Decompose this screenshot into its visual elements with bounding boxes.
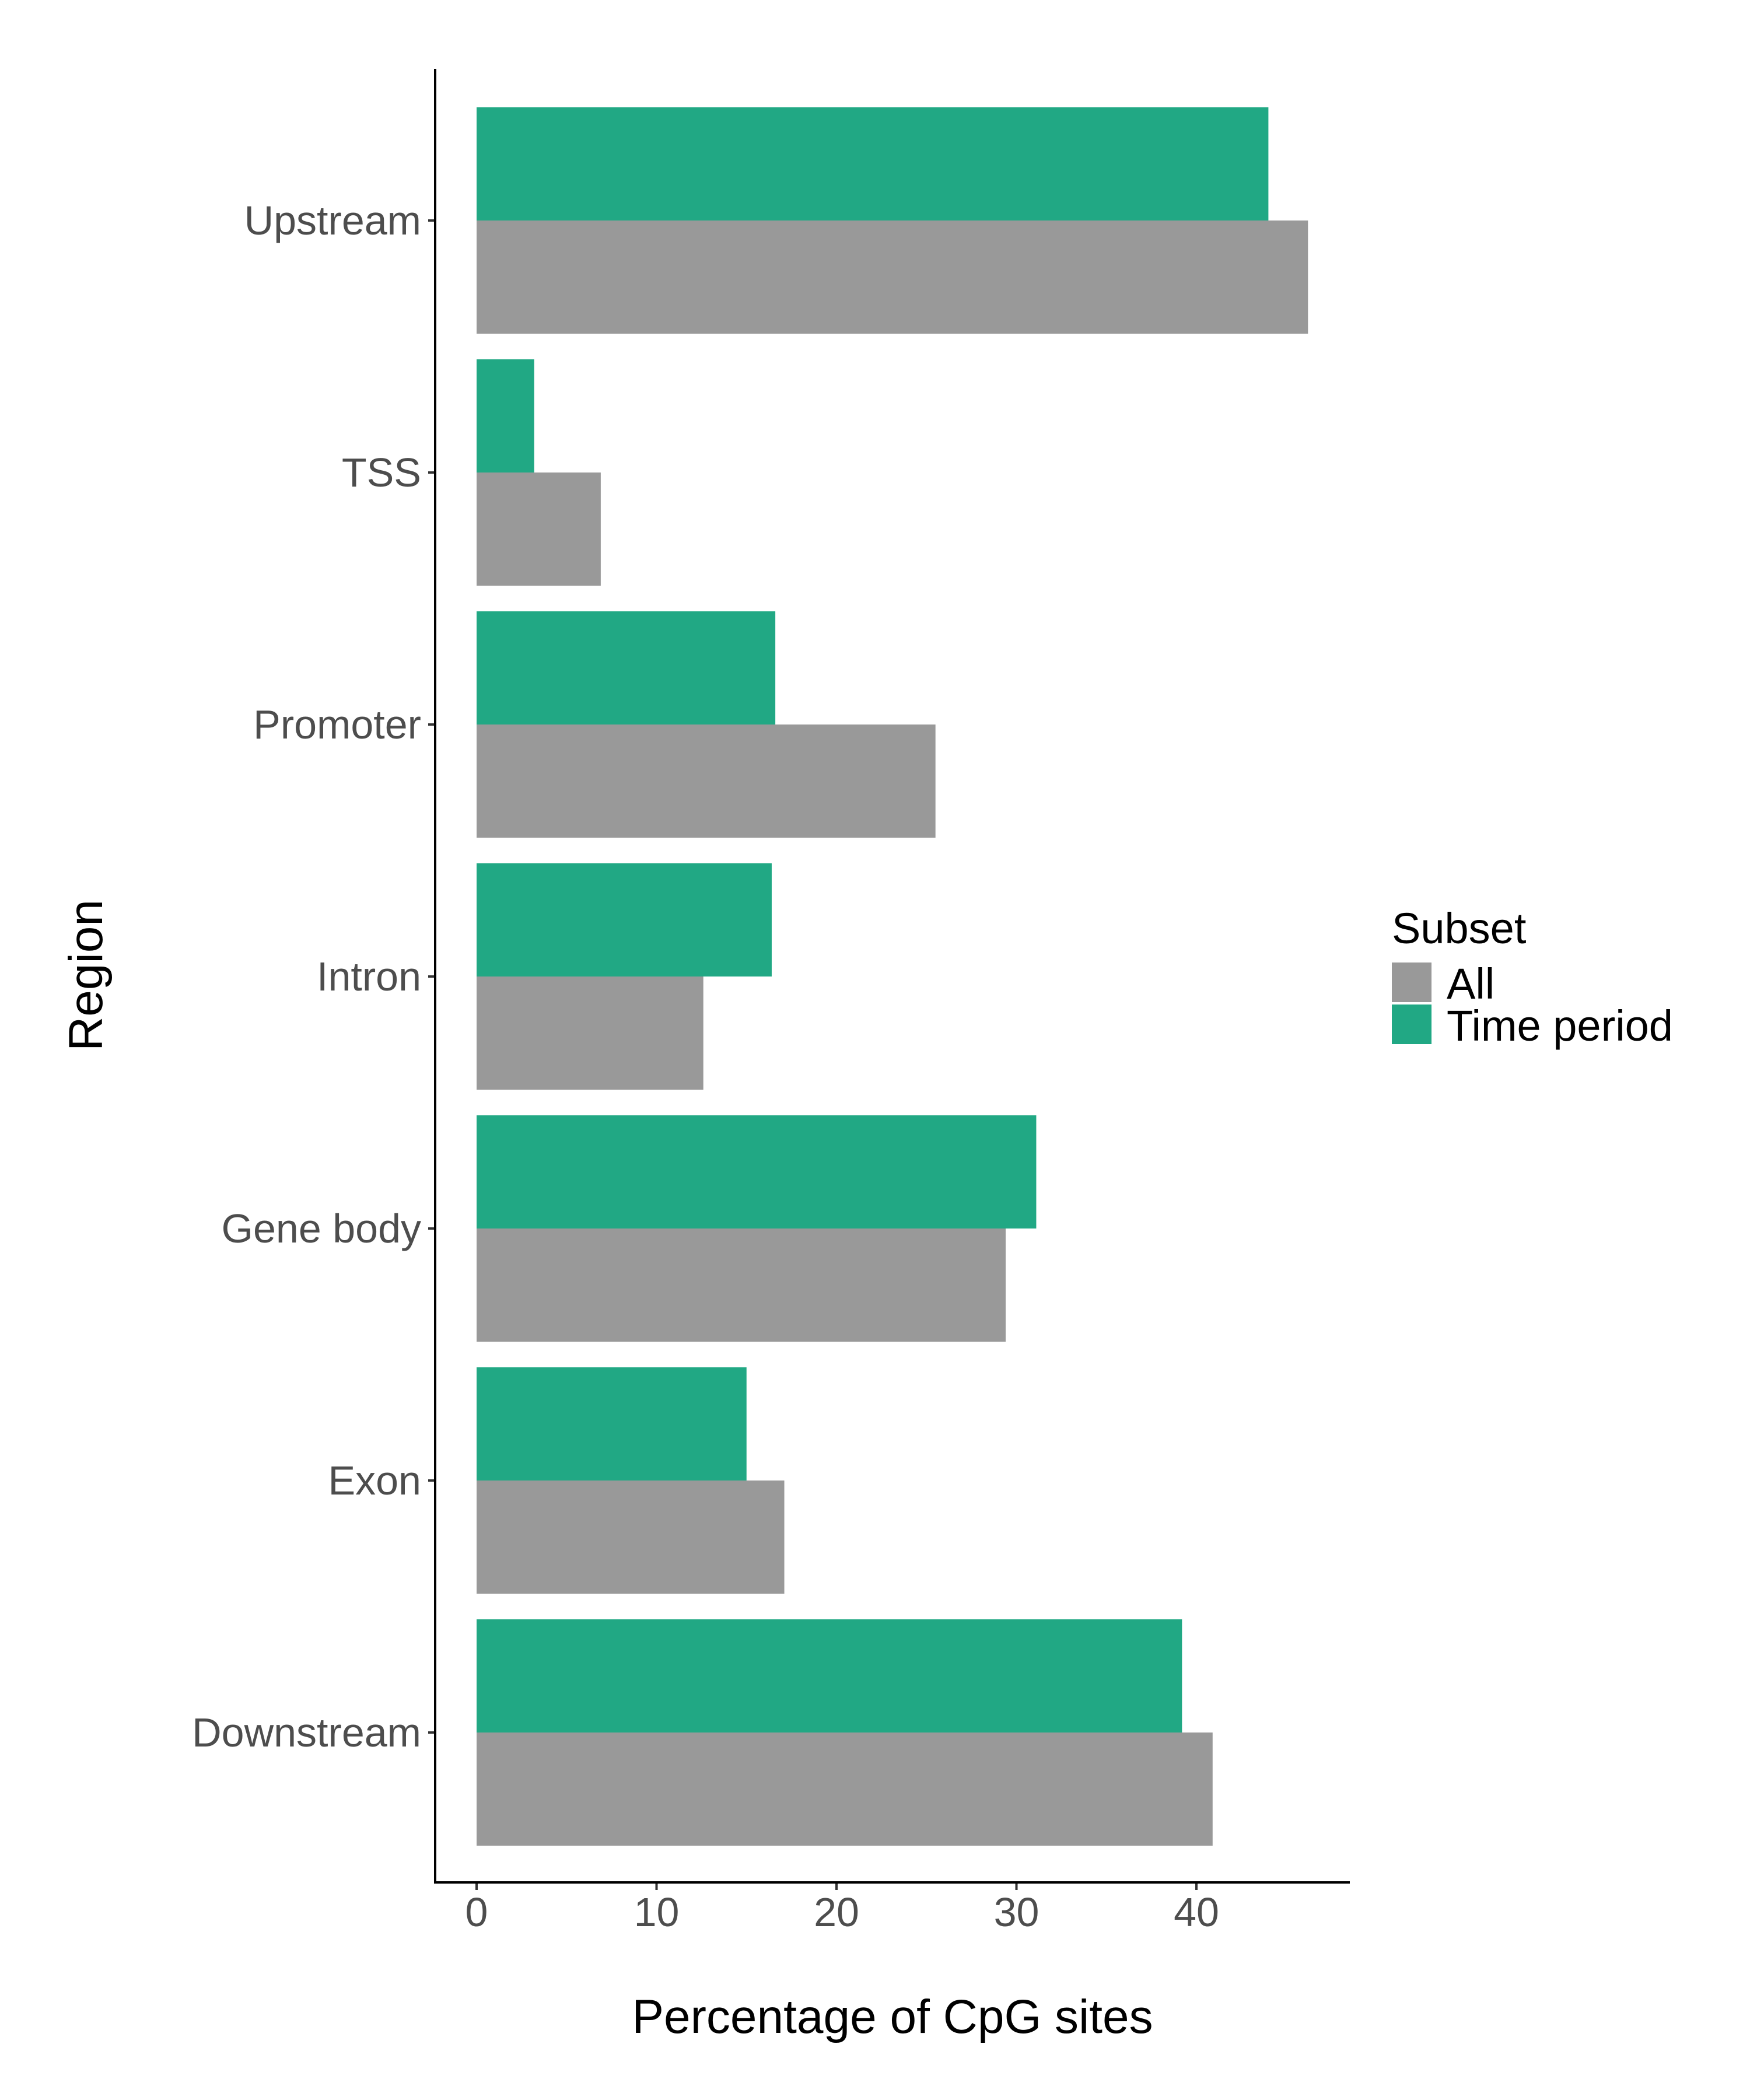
bar-promoter-all [477,724,936,838]
y-tick-label: Upstream [244,198,421,243]
bar-exon-time-period [477,1367,747,1480]
x-axis-title: Percentage of CpG sites [632,1990,1153,2043]
y-tick-label: Intron [317,954,421,999]
bar-gene-body-time-period [477,1115,1037,1228]
bar-intron-time-period [477,863,772,977]
legend-key-time-period [1392,1005,1432,1044]
y-axis-ticks: Upstream TSS Promoter Intron Gene body Exon Do… [192,198,435,1755]
y-axis-title: Region [60,900,113,1051]
bars-layer [477,107,1308,1846]
bar-tss-time-period [477,359,534,473]
y-tick-label: TSS [342,450,421,495]
x-tick-label: 30 [994,1889,1040,1935]
legend: Subset All Time period [1392,904,1673,1050]
legend-label-all: All [1447,960,1494,1008]
legend-key-all [1392,963,1432,1002]
bar-downstream-all [477,1732,1213,1846]
x-tick-label: 0 [466,1889,488,1935]
bar-tss-all [477,473,601,586]
bar-exon-all [477,1480,785,1594]
bar-gene-body-all [477,1228,1006,1342]
x-tick-label: 20 [814,1889,859,1935]
bar-upstream-all [477,220,1308,334]
x-tick-label: 40 [1174,1889,1219,1935]
x-tick-label: 10 [634,1889,680,1935]
x-axis-ticks: 0 10 20 30 40 [466,1882,1219,1935]
legend-title: Subset [1392,904,1527,953]
y-tick-label: Gene body [222,1206,421,1251]
bar-promoter-time-period [477,611,776,724]
bar-upstream-time-period [477,107,1269,220]
legend-label-time-period: Time period [1447,1002,1673,1050]
y-tick-label: Exon [328,1458,421,1503]
bar-intron-all [477,977,704,1090]
bar-downstream-time-period [477,1619,1182,1732]
y-tick-label: Downstream [192,1710,421,1755]
y-tick-label: Promoter [253,702,421,747]
